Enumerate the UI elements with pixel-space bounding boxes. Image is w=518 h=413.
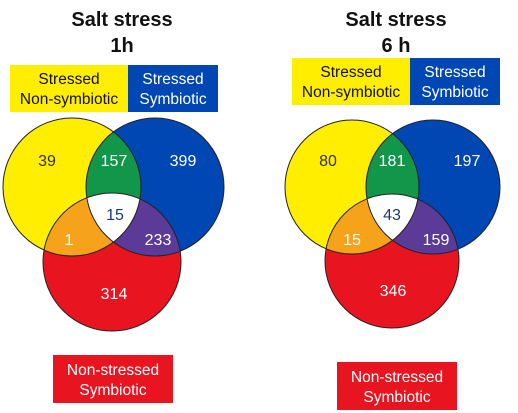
legend-stressed-non-symbiotic bbox=[292, 58, 410, 105]
legend-label-line1: Non-stressed bbox=[67, 362, 159, 379]
panel-title-line2: 1h bbox=[110, 35, 133, 57]
count-blue-only: 197 bbox=[454, 153, 481, 170]
count-blue-only: 399 bbox=[170, 153, 197, 170]
count-yellow-only: 39 bbox=[38, 153, 56, 170]
legend-stressed-non-symbiotic bbox=[10, 65, 128, 112]
count-yellow-blue: 157 bbox=[101, 153, 128, 170]
legend-stressed-symbiotic bbox=[410, 58, 500, 105]
panel-6h: Salt stress 6 h Stressed Non-symbiotic S… bbox=[284, 9, 501, 410]
legend-label-line1: Stressed bbox=[142, 71, 203, 88]
legend-label-line1: Stressed bbox=[38, 71, 99, 88]
venn-overlap-yellow-red bbox=[325, 194, 419, 254]
count-red-only: 346 bbox=[380, 283, 407, 300]
legend-label-line2: Symbiotic bbox=[79, 382, 146, 399]
panel-title-line1: Salt stress bbox=[71, 9, 172, 31]
legend-label-line1: Stressed bbox=[424, 64, 485, 81]
venn-overlap-blue-red bbox=[86, 193, 181, 256]
panel-1h: Salt stress 1h Stressed Non-symbiotic St… bbox=[2, 9, 225, 403]
count-yellow-red: 1 bbox=[65, 232, 74, 249]
venn-overlap-yellow-red bbox=[43, 193, 141, 256]
legend-non-stressed-symbiotic bbox=[337, 362, 457, 410]
legend-label-line1: Stressed bbox=[320, 64, 381, 81]
count-yellow-red: 15 bbox=[343, 232, 361, 249]
legend-label-line2: Symbiotic bbox=[139, 91, 206, 108]
legend-label-line2: Symbiotic bbox=[363, 389, 430, 406]
count-all-three: 15 bbox=[106, 207, 124, 224]
count-red-only: 314 bbox=[101, 286, 128, 303]
legend-label-line1: Non-stressed bbox=[351, 369, 443, 386]
panel-title-line1: Salt stress bbox=[345, 9, 446, 31]
count-blue-red: 159 bbox=[423, 232, 450, 249]
count-yellow-only: 80 bbox=[319, 153, 337, 170]
legend-non-stressed-symbiotic bbox=[53, 355, 173, 403]
legend-label-line2: Non-symbiotic bbox=[302, 84, 400, 101]
legend-stressed-symbiotic bbox=[128, 65, 218, 112]
count-yellow-blue: 181 bbox=[379, 153, 406, 170]
legend-label-line2: Non-symbiotic bbox=[20, 91, 118, 108]
venn-overlap-blue-red bbox=[366, 194, 459, 254]
panel-title-line2: 6 h bbox=[382, 35, 411, 57]
count-blue-red: 233 bbox=[145, 232, 172, 249]
count-all-three: 43 bbox=[383, 207, 401, 224]
legend-label-line2: Symbiotic bbox=[421, 84, 488, 101]
